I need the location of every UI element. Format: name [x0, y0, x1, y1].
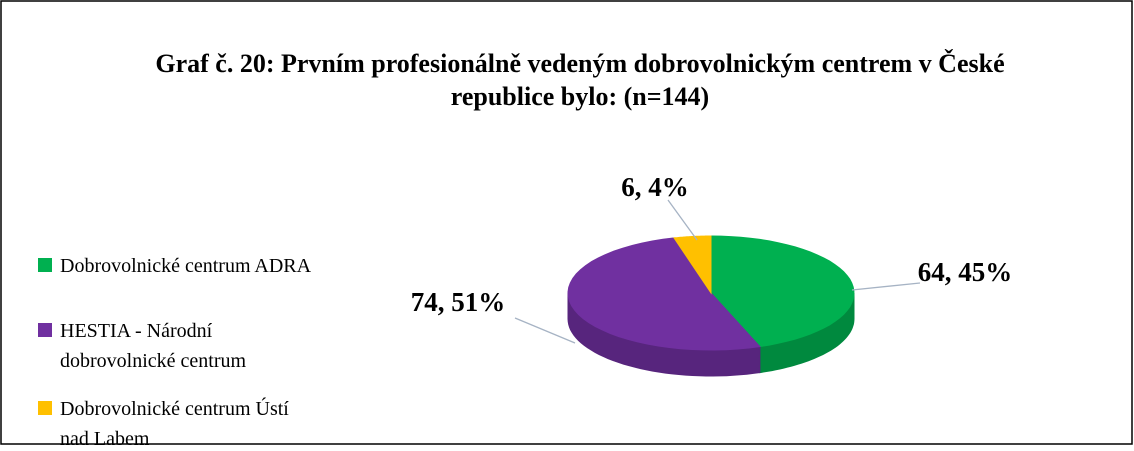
legend-swatch — [38, 401, 52, 415]
legend-swatch — [38, 323, 52, 337]
legend-swatch — [38, 258, 52, 272]
legend-label: dobrovolnické centrum — [60, 350, 246, 372]
legend-label: Dobrovolnické centrum Ústí — [60, 396, 289, 420]
pie-slice — [567, 237, 761, 351]
data-label: 6, 4% — [621, 172, 689, 202]
data-label: 64, 45% — [918, 257, 1013, 287]
pie-slice — [710, 235, 855, 348]
leader-line — [851, 282, 921, 291]
data-label: 74, 51% — [411, 287, 506, 317]
legend-label: Dobrovolnické centrum ADRA — [60, 255, 312, 277]
leader-line — [514, 317, 576, 344]
legend-label: HESTIA - Národní — [60, 320, 213, 342]
leader-line — [667, 199, 698, 241]
pie-slice — [673, 235, 712, 295]
legend-label: nad Labem — [60, 428, 150, 446]
chart-title: Graf č. 20: Prvním profesionálně vedeným… — [155, 49, 1004, 78]
chart-title: republice bylo: (n=144) — [451, 82, 709, 111]
